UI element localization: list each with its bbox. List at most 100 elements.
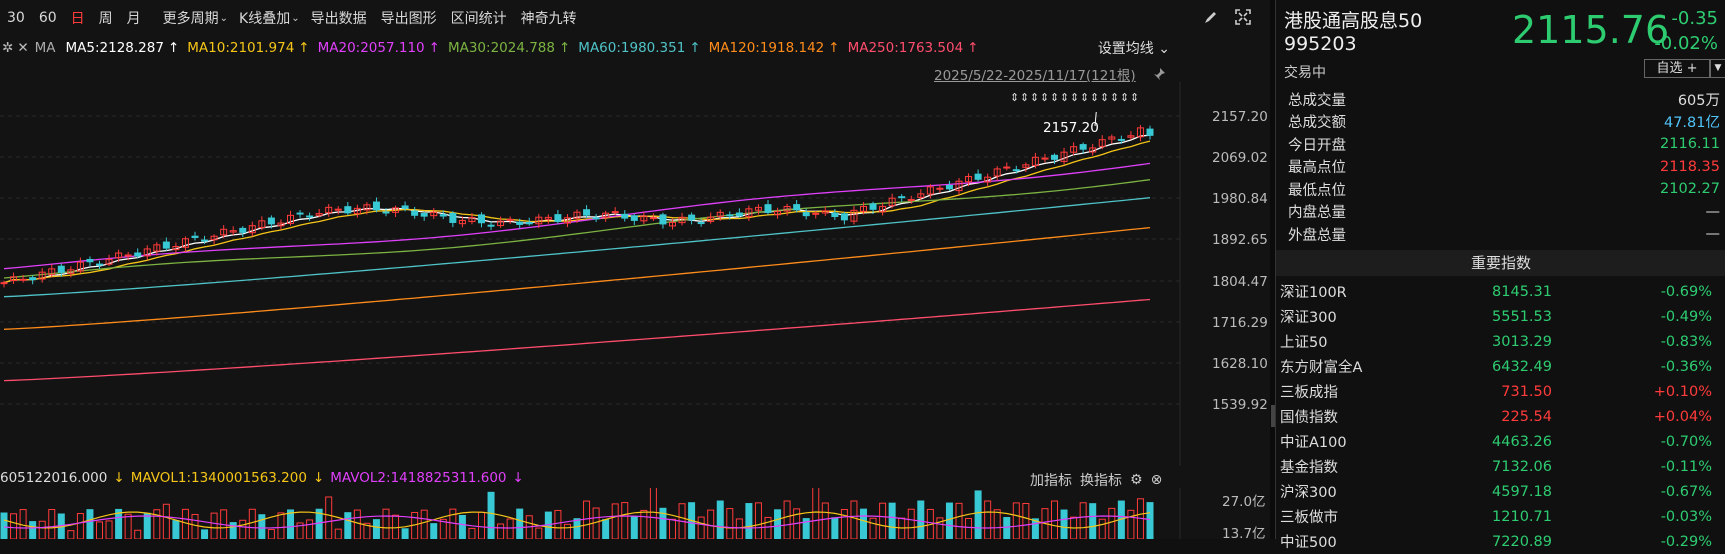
index-row[interactable]: 沪深300 4597.18 -0.67% — [1280, 479, 1725, 504]
candle-body — [879, 205, 887, 213]
signal-marker: ⇕ — [1070, 91, 1079, 104]
period-tab[interactable]: 30 — [7, 10, 25, 26]
chevron-down-icon[interactable]: ⌄ — [219, 12, 229, 24]
kline-chart[interactable]: 2157.20 2069.02 1980.84 1892.65 1804.47 1716.… — [0, 82, 1270, 466]
index-row[interactable]: 三板成指 731.50 +0.10% — [1280, 379, 1725, 404]
volume-bar — [563, 523, 571, 539]
ma-item: MA20:2057.110 — [317, 40, 425, 56]
index-row[interactable]: 深证300 5551.53 -0.49% — [1280, 304, 1725, 329]
index-pct: -0.11% — [1660, 458, 1712, 475]
volume-bar — [697, 516, 705, 539]
volume-bar — [602, 519, 610, 539]
index-name: 三板成指 — [1280, 385, 1338, 401]
signal-marker: ⇕ — [1050, 91, 1059, 104]
stat-row: 总成交额 47.81亿 — [1288, 111, 1720, 134]
watchlist-dropdown-icon[interactable]: ▼ — [1710, 59, 1725, 78]
date-range[interactable]: 2025/5/22-2025/11/17(121根) — [934, 68, 1136, 84]
signal-marker: ⇕ — [1030, 91, 1039, 104]
add-indicator-button[interactable]: 加指标 — [1030, 473, 1072, 489]
stat-row: 外盘总量 — — [1288, 223, 1720, 246]
quote-panel: 港股通高股息50 995203 2115.76 -0.35 -0.02% 交易中… — [1275, 0, 1725, 551]
candle-body — [812, 212, 820, 215]
price-axis-label: 1628.10 — [1212, 356, 1268, 372]
candle-body — [783, 205, 791, 212]
volume-bar — [1060, 509, 1068, 539]
candle-body — [688, 214, 696, 221]
fullscreen-icon[interactable] — [1234, 8, 1252, 26]
period-tab[interactable]: 60 — [38, 10, 57, 26]
toolbar-menu-item[interactable]: 神奇九转 — [520, 11, 577, 27]
index-row[interactable]: 中证A100 4463.26 -0.70% — [1280, 429, 1725, 454]
candle-body — [774, 210, 782, 216]
draw-pen-icon[interactable] — [1202, 8, 1220, 26]
candle-body — [592, 217, 600, 220]
index-row[interactable]: 三板做市 1210.71 -0.03% — [1280, 504, 1725, 529]
volume-value: 605122016.000 — [0, 470, 108, 486]
index-row[interactable]: 中证500 7220.89 -0.29% — [1280, 529, 1725, 554]
collapse-handle[interactable] — [1271, 405, 1275, 427]
switch-indicator-button[interactable]: 换指标 — [1080, 473, 1122, 489]
index-row[interactable]: 上证50 3013.29 -0.83% — [1280, 329, 1725, 354]
volume-bar — [201, 529, 209, 539]
gear-icon[interactable]: ⚙ — [1130, 472, 1143, 488]
signal-marker: ⇕ — [1110, 91, 1119, 104]
candle-body — [1012, 169, 1020, 172]
index-row[interactable]: 深证100R 8145.31 -0.69% — [1280, 279, 1725, 304]
index-value: 225.54 — [1501, 408, 1552, 425]
chevron-down-icon[interactable]: ⌄ — [291, 12, 300, 24]
candle-body — [153, 244, 161, 252]
toolbar-menu-item[interactable]: K线叠加 — [239, 11, 291, 27]
ma-item: MA30:2024.788 — [447, 40, 555, 56]
stat-label: 内盘总量 — [1288, 205, 1346, 222]
add-watchlist-button[interactable]: 自选 + — [1644, 59, 1710, 78]
candle-body — [201, 239, 209, 242]
close-icon[interactable]: ✕ — [17, 40, 29, 56]
period-tab[interactable]: 月 — [126, 11, 141, 27]
candle-body — [0, 282, 8, 285]
candle-body — [888, 197, 896, 207]
candle-body — [554, 214, 562, 222]
candle-body — [955, 180, 963, 192]
volume-chart[interactable]: 27.0亿 13.7亿 — [0, 488, 1270, 539]
toolbar-menu-item[interactable]: 区间统计 — [450, 11, 507, 27]
candle-body — [659, 214, 667, 225]
volume-bar — [583, 500, 591, 539]
candle-body — [831, 212, 839, 218]
index-name: 深证300 — [1280, 310, 1337, 326]
volume-bar — [277, 512, 285, 539]
toolbar-menu-item[interactable]: 导出图形 — [380, 11, 437, 27]
candle-body — [143, 248, 151, 257]
candle-body — [1060, 151, 1068, 162]
toolbar-menu-item[interactable]: 导出数据 — [310, 11, 367, 27]
candle-body — [48, 268, 56, 276]
volume-bar — [449, 508, 457, 539]
period-tab[interactable]: 周 — [98, 11, 113, 27]
index-row[interactable]: 基金指数 7132.06 -0.11% — [1280, 454, 1725, 479]
candle-body — [1127, 135, 1135, 138]
volume-bar — [420, 509, 428, 539]
volume-bar — [287, 509, 294, 539]
mavol2-line — [3, 515, 1151, 529]
candle-body — [344, 206, 352, 214]
index-value: 8145.31 — [1492, 283, 1552, 300]
volume-bar — [1098, 518, 1106, 539]
volume-bar — [96, 521, 103, 539]
candle-body — [76, 261, 84, 272]
period-tab[interactable]: 日 — [70, 11, 85, 27]
set-ma-button[interactable]: 设置均线 ⌄ — [1097, 41, 1170, 57]
toolbar-menu-item[interactable]: 更多周期 — [162, 11, 219, 27]
gear-icon[interactable]: ✲ — [2, 40, 14, 56]
set-ma-label: 设置均线 — [1097, 41, 1154, 57]
candle-body — [105, 258, 113, 265]
index-value: 731.50 — [1501, 383, 1552, 400]
pin-icon[interactable] — [1152, 66, 1166, 85]
ma-label: MA — [34, 40, 56, 56]
candle-body — [162, 241, 170, 249]
ma-arrow: ↑ — [428, 40, 440, 56]
close-icon[interactable]: ⊗ — [1150, 472, 1163, 488]
index-row[interactable]: 东方财富全A 6432.49 -0.36% — [1280, 354, 1725, 379]
volume-bar — [774, 509, 782, 539]
ma-line — [3, 298, 1151, 382]
candle-body — [134, 252, 142, 257]
index-row[interactable]: 国债指数 225.54 +0.04% — [1280, 404, 1725, 429]
